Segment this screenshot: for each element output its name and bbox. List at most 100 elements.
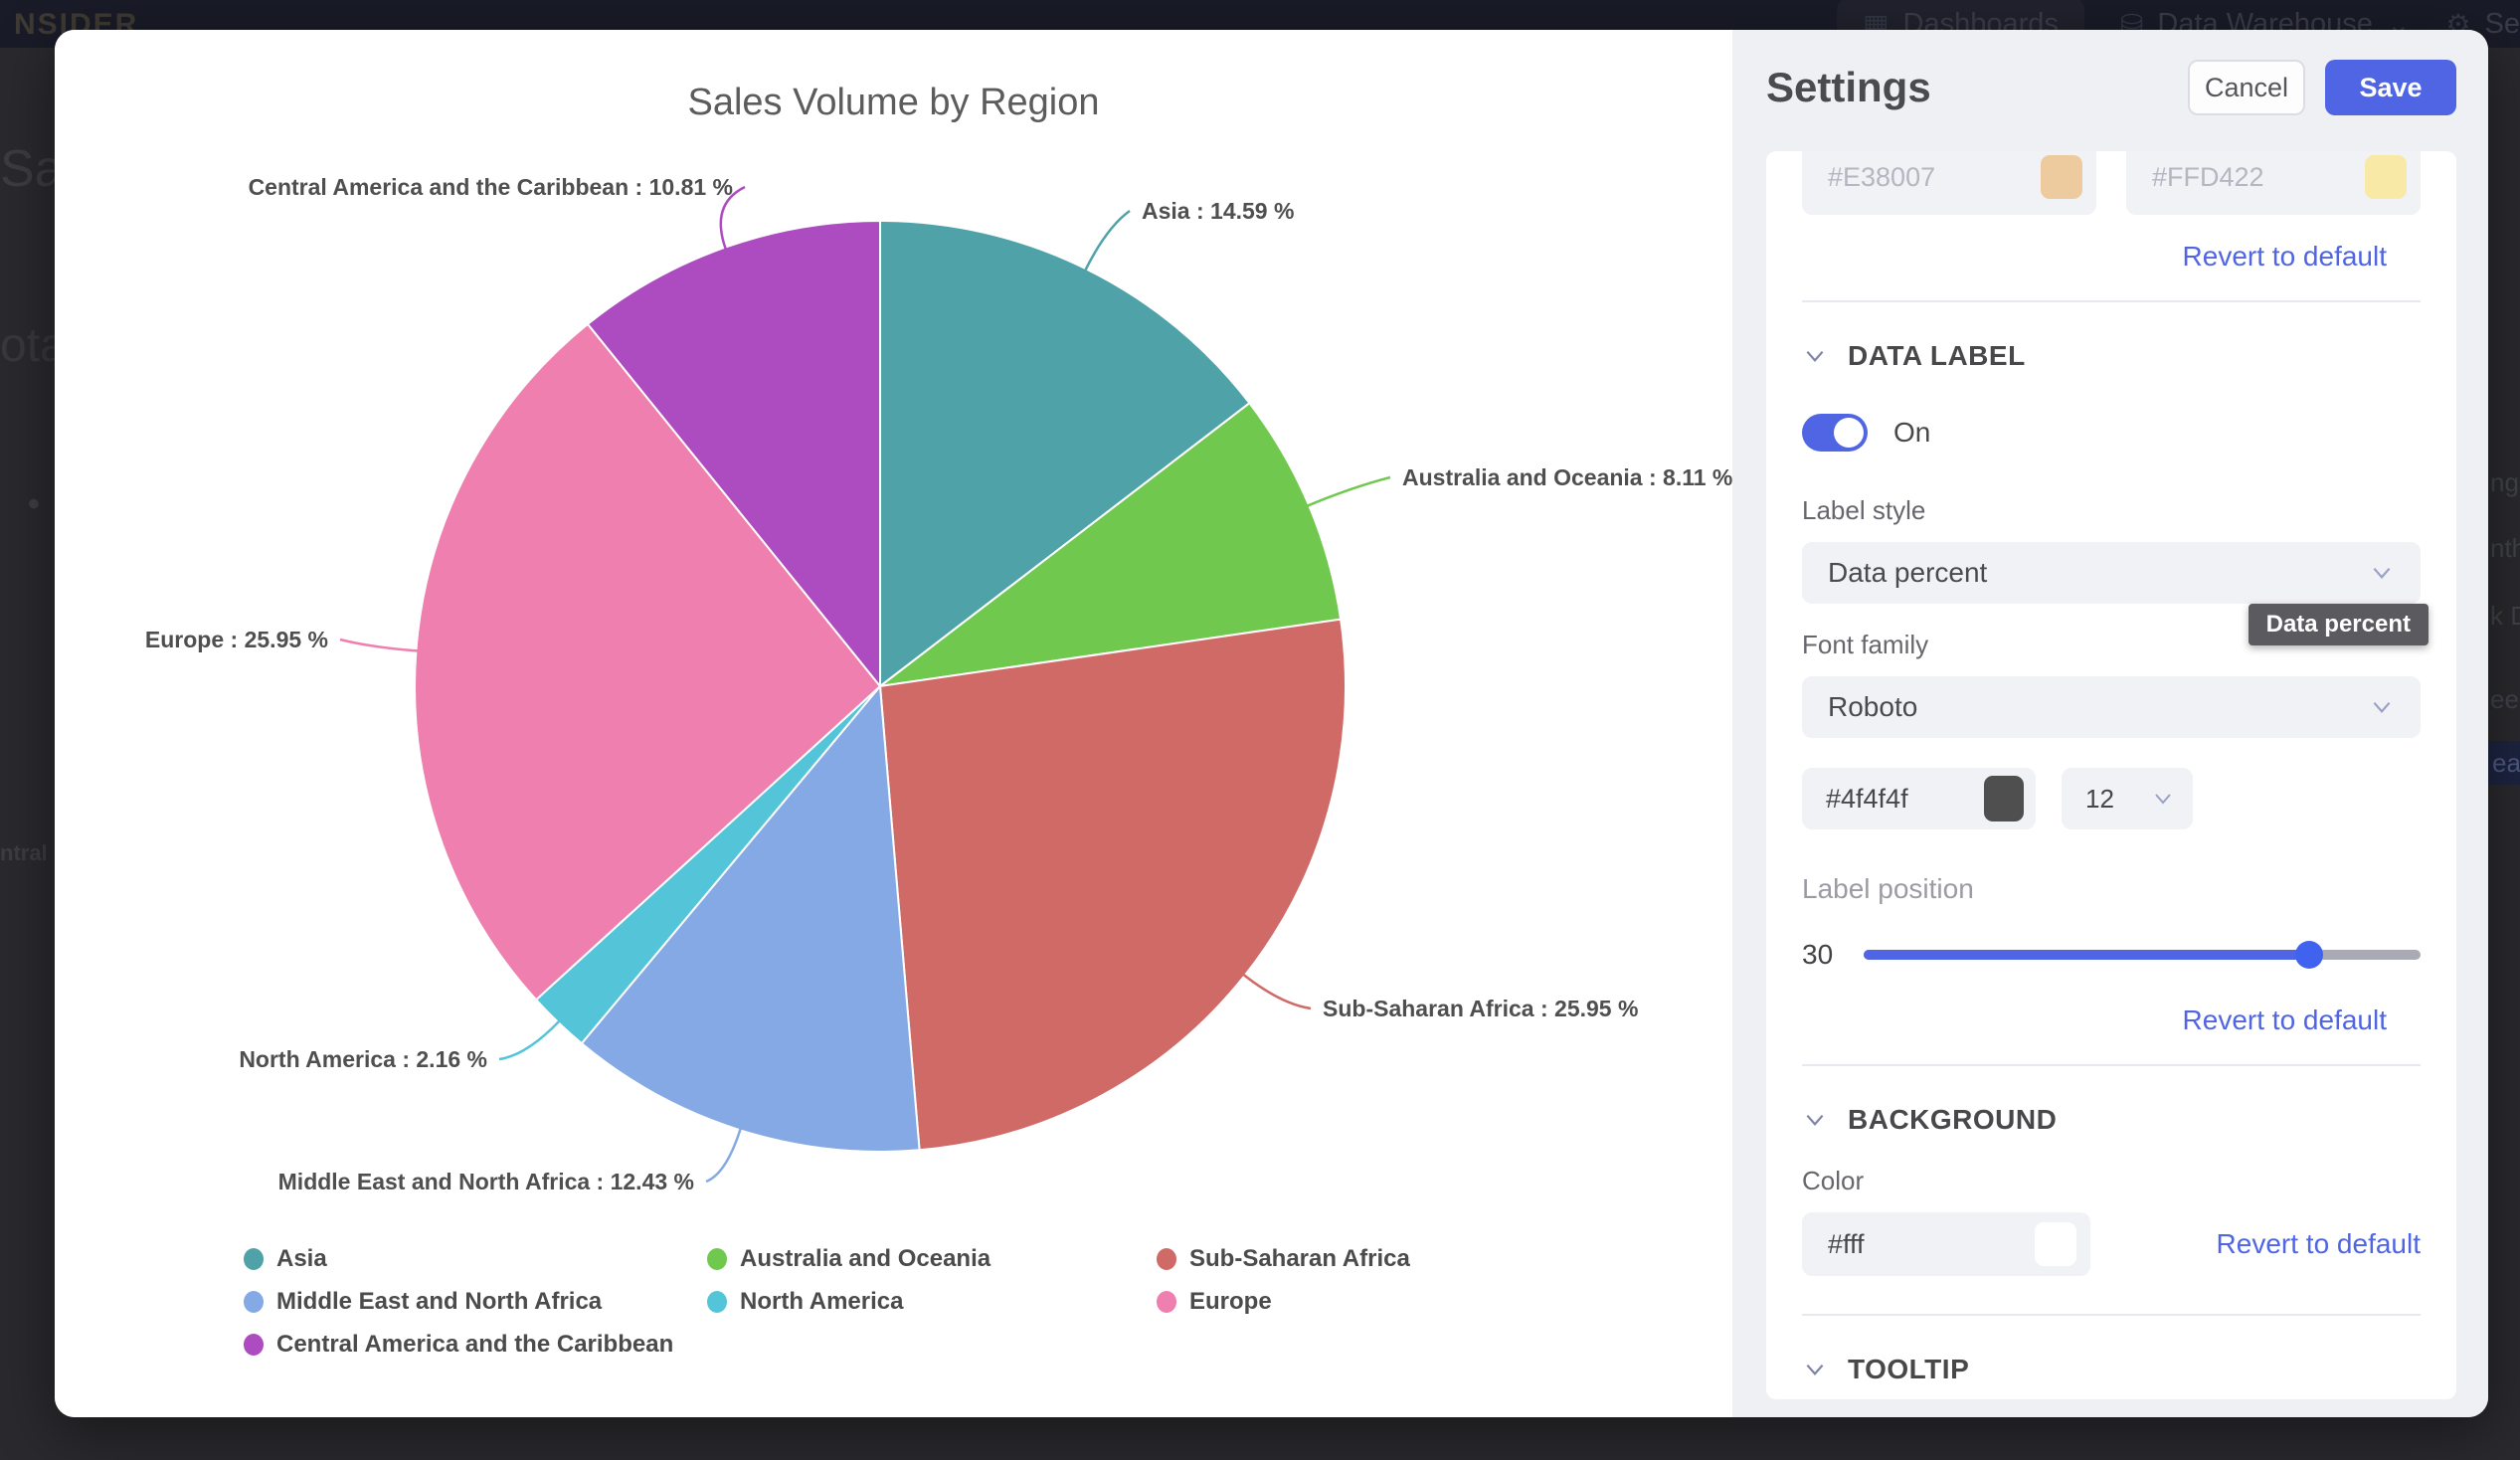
background-color-row: #fff Revert to default xyxy=(1802,1212,2421,1276)
legend-item[interactable]: Europe xyxy=(1157,1288,1410,1316)
legend-label: Asia xyxy=(276,1245,327,1272)
legend-item[interactable]: Asia xyxy=(244,1245,707,1273)
settings-header: Settings Cancel Save xyxy=(1766,60,2456,115)
label-line xyxy=(498,1019,561,1061)
legend-item[interactable]: North America xyxy=(707,1288,1157,1316)
background-color-value: #fff xyxy=(1828,1228,1865,1259)
legend-item[interactable]: Australia and Oceania xyxy=(707,1245,1157,1273)
legend-swatch-icon xyxy=(707,1291,727,1313)
legend-label: Central America and the Caribbean xyxy=(276,1331,674,1358)
slice-label: Central America and the Caribbean : 10.8… xyxy=(249,174,733,200)
series-color-swatch-2[interactable] xyxy=(2365,155,2407,199)
section-title: BACKGROUND xyxy=(1848,1104,2058,1135)
revert-to-default-link-1[interactable]: Revert to default xyxy=(2182,241,2387,272)
label-position-slider-row: 30 xyxy=(1802,939,2421,971)
section-data-label[interactable]: DATA LABEL xyxy=(1802,340,2421,372)
legend-swatch-icon xyxy=(244,1291,264,1313)
slice-label: North America : 2.16 % xyxy=(239,1046,487,1072)
series-color-row: #E38007 #FFD422 xyxy=(1802,151,2421,215)
legend-swatch-icon xyxy=(1157,1291,1176,1313)
toggle-state-label: On xyxy=(1893,417,1931,448)
label-line xyxy=(1306,475,1391,507)
legend-swatch-icon xyxy=(1157,1248,1176,1270)
bg-text-fragment: • xyxy=(28,485,40,523)
dropdown-tooltip: Data percent xyxy=(2248,604,2429,645)
chevron-down-icon xyxy=(2155,794,2171,805)
font-family-dropdown[interactable]: Roboto xyxy=(1802,676,2421,738)
font-size-value: 12 xyxy=(2085,783,2114,814)
section-title: TOOLTIP xyxy=(1848,1354,1970,1384)
chevron-down-icon xyxy=(1806,350,1824,362)
divider xyxy=(1802,300,2421,302)
cancel-button[interactable]: Cancel xyxy=(2188,60,2305,115)
toggle-knob xyxy=(1834,418,1864,448)
data-label-toggle[interactable] xyxy=(1802,414,1868,452)
background-color-label: Color xyxy=(1802,1166,1865,1195)
font-size-select[interactable]: 12 xyxy=(2062,768,2193,829)
legend-item[interactable]: Middle East and North Africa xyxy=(244,1288,707,1316)
series-color-value-2: #FFD422 xyxy=(2152,161,2264,192)
slice-label: Middle East and North Africa : 12.43 % xyxy=(278,1169,694,1194)
chevron-down-icon xyxy=(1806,1364,1824,1375)
legend-label: North America xyxy=(740,1288,904,1315)
series-color-swatch-1[interactable] xyxy=(2041,155,2082,199)
font-color-input[interactable]: #4f4f4f xyxy=(1802,768,2036,829)
slice-label: Europe : 25.95 % xyxy=(145,627,328,652)
label-line xyxy=(719,185,746,251)
revert-to-default-link-3[interactable]: Revert to default xyxy=(2216,1228,2421,1259)
slice-label: Asia : 14.59 % xyxy=(1142,198,1294,224)
label-line xyxy=(705,1128,742,1184)
chart-title: Sales Volume by Region xyxy=(687,82,1100,123)
chart-legend: Asia Australia and Oceania Sub-Saharan A… xyxy=(244,1245,1410,1359)
chevron-down-icon xyxy=(2373,701,2391,713)
font-family-label: Font family xyxy=(1802,630,1929,659)
settings-card: #E38007 #FFD422 Revert to default DATA L… xyxy=(1766,151,2456,1399)
chevron-down-icon xyxy=(2373,567,2391,579)
font-color-value: #4f4f4f xyxy=(1826,783,1908,814)
series-color-input-2[interactable]: #FFD422 xyxy=(2126,151,2421,215)
section-background[interactable]: BACKGROUND xyxy=(1802,1104,2421,1136)
settings-panel: Settings Cancel Save Data percent #E3800… xyxy=(1732,30,2488,1417)
data-label-toggle-row: On xyxy=(1802,414,2421,452)
section-tooltip[interactable]: TOOLTIP xyxy=(1802,1354,2421,1385)
legend-label: Europe xyxy=(1189,1288,1272,1315)
label-position-label: Label position xyxy=(1802,873,1974,904)
legend-swatch-icon xyxy=(244,1248,264,1270)
legend-item[interactable]: Sub-Saharan Africa xyxy=(1157,1245,1410,1273)
label-position-slider[interactable] xyxy=(1864,941,2421,969)
settings-modal: Sales Volume by Region Asia : 14.59 % Aus… xyxy=(55,30,2488,1417)
label-style-dropdown[interactable]: Data percent xyxy=(1802,542,2421,604)
series-color-input-1[interactable]: #E38007 xyxy=(1802,151,2096,215)
legend-label: Middle East and North Africa xyxy=(276,1288,603,1315)
settings-title: Settings xyxy=(1766,64,1931,110)
slider-fill xyxy=(1864,950,2309,960)
font-color-swatch[interactable] xyxy=(1984,776,2024,821)
legend-swatch-icon xyxy=(707,1248,727,1270)
save-button[interactable]: Save xyxy=(2325,60,2456,115)
label-position-value: 30 xyxy=(1802,939,1834,970)
legend-label: Sub-Saharan Africa xyxy=(1189,1245,1410,1272)
bg-text-fragment: k D xyxy=(2490,601,2520,631)
label-line xyxy=(1242,973,1312,1010)
slider-knob[interactable] xyxy=(2295,941,2323,969)
slice-label: Sub-Saharan Africa : 25.95 % xyxy=(1323,996,1638,1021)
revert-to-default-link-2[interactable]: Revert to default xyxy=(2182,1004,2387,1035)
label-line xyxy=(1084,209,1131,272)
bg-text-fragment: nth xyxy=(2490,533,2520,563)
pie-chart-svg: Asia : 14.59 % Australia and Oceania : 8.… xyxy=(145,174,1732,1194)
series-color-value-1: #E38007 xyxy=(1828,161,1936,192)
label-style-value: Data percent xyxy=(1828,557,1988,588)
background-color-swatch[interactable] xyxy=(2035,1222,2076,1266)
font-family-value: Roboto xyxy=(1828,691,1918,722)
bg-text-fragment: eek xyxy=(2490,684,2520,714)
slice-label: Australia and Oceania : 8.11 % xyxy=(1402,464,1732,490)
pie-slice-2[interactable] xyxy=(878,618,1347,1152)
section-title: DATA LABEL xyxy=(1848,340,2026,371)
background-color-input[interactable]: #fff xyxy=(1802,1212,2090,1276)
bg-text-fragment-highlighted: ear xyxy=(2488,741,2520,785)
chevron-down-icon xyxy=(1806,1114,1824,1126)
label-style-label: Label style xyxy=(1802,495,1926,525)
legend-item[interactable]: Central America and the Caribbean xyxy=(244,1331,707,1359)
chart-area: Sales Volume by Region Asia : 14.59 % Aus… xyxy=(55,30,1732,1417)
